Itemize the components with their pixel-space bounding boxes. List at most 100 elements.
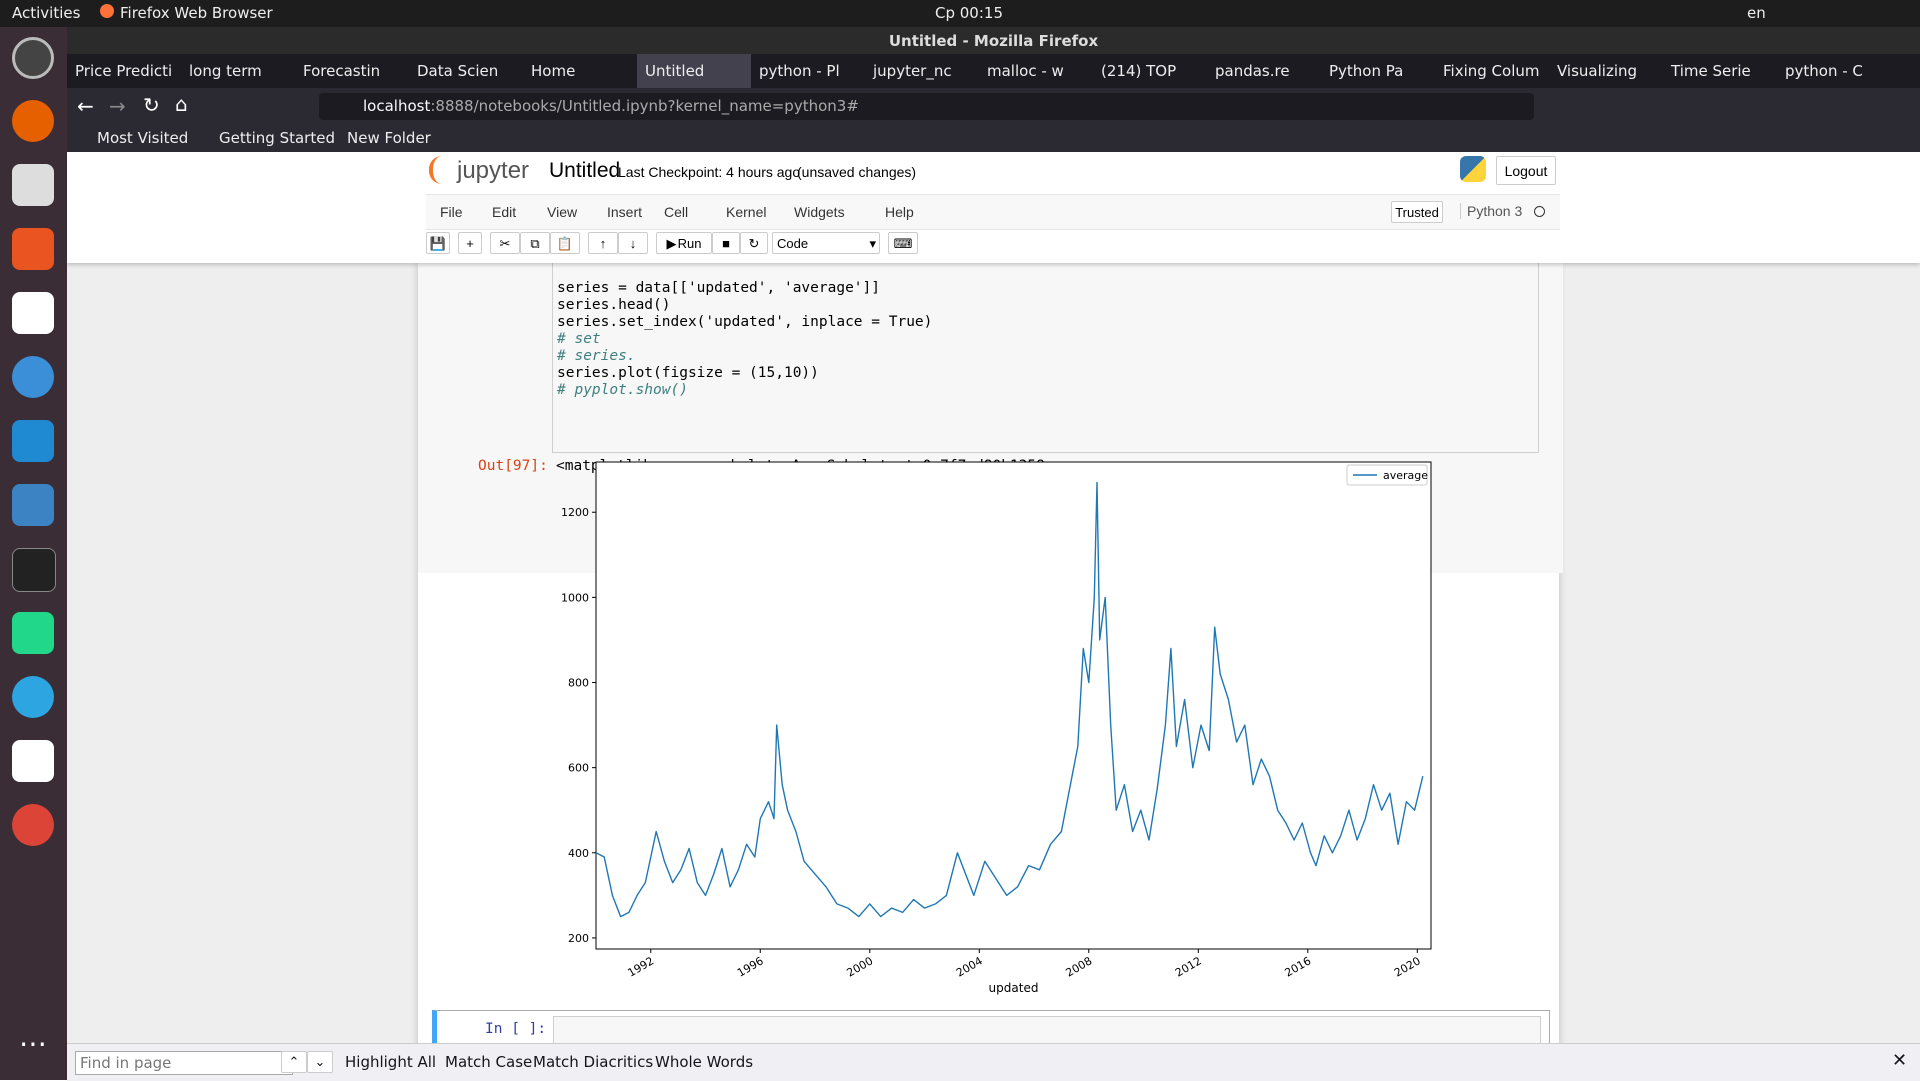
tab-strip: Price Predicti long term Forecastin Data Sc… <box>67 54 1920 88</box>
x-tick-label: 2012 <box>1173 954 1204 979</box>
tab[interactable]: (214) TOP <box>1101 62 1177 80</box>
bookmark[interactable]: New Folder <box>347 129 431 147</box>
tab[interactable]: Visualizing <box>1557 62 1638 80</box>
language[interactable]: en <box>1747 4 1766 22</box>
titlebar: Untitled - Mozilla Firefox <box>67 27 1920 54</box>
kernel-indicator <box>1534 206 1545 217</box>
tab[interactable]: python - C <box>1785 62 1863 80</box>
tab[interactable]: python - Pl <box>759 62 840 80</box>
dock-icon[interactable] <box>12 548 56 592</box>
code-line: # series. <box>557 348 636 364</box>
menu-item[interactable]: Kernel <box>726 204 767 220</box>
legend-label: average <box>1383 469 1428 482</box>
bookmark[interactable]: Getting Started <box>219 129 335 147</box>
menu-item[interactable]: View <box>547 204 578 220</box>
dock-icon[interactable] <box>12 740 54 782</box>
menu-item[interactable]: Cell <box>664 204 689 220</box>
tab[interactable]: Data Scien <box>417 62 499 80</box>
home-button[interactable]: ⌂ <box>175 92 188 116</box>
code-line: series.head() <box>557 297 671 313</box>
dock-icon[interactable] <box>12 804 54 846</box>
x-tick-label: 1996 <box>735 954 766 979</box>
menu-item[interactable]: Insert <box>607 204 643 220</box>
tab[interactable]: Fixing Colum <box>1443 62 1540 80</box>
find-input[interactable]: Find in page <box>75 1051 293 1075</box>
dock-icon[interactable] <box>12 484 54 526</box>
reload-button[interactable]: ↻ <box>143 93 160 117</box>
tab[interactable]: Untitled <box>637 54 751 88</box>
dock-icon[interactable] <box>12 164 54 206</box>
insert-button[interactable]: + <box>458 232 482 254</box>
dock-icon[interactable] <box>12 612 54 654</box>
checkpoint: Last Checkpoint: 4 hours ago <box>618 164 801 180</box>
app-menu[interactable]: Firefox Web Browser <box>120 4 273 22</box>
save-status: (unsaved changes) <box>797 164 917 180</box>
url-bar[interactable]: localhost:8888/notebooks/Untitled.ipynb?… <box>319 93 1534 120</box>
logout-button[interactable]: Logout <box>1496 156 1556 185</box>
find-next[interactable]: ⌄ <box>307 1051 333 1073</box>
tab[interactable]: pandas.re <box>1215 62 1290 80</box>
back-button[interactable]: ← <box>77 94 94 118</box>
code-input[interactable]: data.updatedseries = data[['updated', 'a… <box>552 243 1539 453</box>
tab[interactable]: Home <box>531 62 576 80</box>
forward-button[interactable]: → <box>109 94 126 118</box>
x-axis-label: updated <box>989 981 1039 995</box>
find-option[interactable]: Whole Words <box>655 1053 754 1071</box>
activities[interactable]: Activities <box>12 4 81 22</box>
bookmarks-bar: Most Visited Getting Started New Folder <box>67 125 1920 152</box>
move-up-button[interactable]: ↑ <box>588 232 618 254</box>
notebook-name[interactable]: Untitled <box>549 159 621 182</box>
menubar: File Edit View Insert Cell Kernel Widgets Help … <box>426 194 1560 230</box>
find-option[interactable]: Highlight All <box>345 1053 437 1071</box>
dock-icon[interactable] <box>12 292 54 334</box>
keyboard-button[interactable]: ⌨ <box>888 232 918 254</box>
tab[interactable]: long term <box>189 62 262 80</box>
x-tick-label: 1992 <box>626 954 657 979</box>
find-option[interactable]: Match Case <box>445 1053 533 1071</box>
nav-bar: ← → ↻ ⌂ localhost:8888/notebooks/Untitle… <box>67 88 1920 125</box>
find-prev[interactable]: ⌃ <box>281 1051 307 1073</box>
out-prompt: Out[97]: <box>478 458 548 474</box>
app-grid[interactable]: ⋯ <box>19 1027 47 1060</box>
cut-button[interactable]: ✂ <box>490 232 520 254</box>
stop-button[interactable]: ■ <box>712 232 740 254</box>
window-title: Untitled - Mozilla Firefox <box>888 32 1099 50</box>
paste-button[interactable]: 📋 <box>550 232 580 254</box>
dock-icon[interactable] <box>12 228 54 270</box>
code-line: series = data[['updated', 'average']] <box>557 280 881 296</box>
cell-type-select[interactable]: Code ▾ <box>772 232 880 254</box>
menu-item[interactable]: File <box>440 204 463 220</box>
clock[interactable]: Ср 00:15 <box>935 4 1003 22</box>
menu-item[interactable]: Widgets <box>794 204 845 220</box>
input-area[interactable] <box>553 1016 1541 1043</box>
page-content: data.updatedseries = data[['updated', 'a… <box>67 152 1920 1043</box>
dock-icon[interactable] <box>12 100 54 142</box>
bookmark[interactable]: Most Visited <box>97 129 189 147</box>
find-close[interactable]: ✕ <box>1892 1050 1908 1071</box>
tab[interactable]: Python Pa <box>1329 62 1404 80</box>
move-down-button[interactable]: ↓ <box>618 232 648 254</box>
jupyter-logo[interactable]: jupyter <box>457 157 530 184</box>
tab[interactable]: Price Predicti <box>75 62 173 80</box>
tab[interactable]: jupyter_nc <box>873 62 952 80</box>
trusted-badge[interactable]: Trusted <box>1391 201 1443 223</box>
tab[interactable]: malloc - w <box>987 62 1064 80</box>
url-host: localhost <box>363 97 431 115</box>
run-label: Run <box>677 236 702 251</box>
menu-item[interactable]: Help <box>885 204 914 220</box>
dock-icon[interactable] <box>12 37 54 79</box>
dock-icon[interactable] <box>12 420 54 462</box>
find-option[interactable]: Match Diacritics <box>533 1053 654 1071</box>
dock-icon[interactable] <box>12 356 54 398</box>
dock-icon[interactable] <box>12 676 54 718</box>
save-button[interactable]: 💾 <box>426 232 450 254</box>
tab[interactable]: Time Serie <box>1671 62 1751 80</box>
restart-button[interactable]: ↻ <box>740 232 768 254</box>
copy-button[interactable]: ⧉ <box>520 232 550 254</box>
y-tick-label: 600 <box>568 762 589 775</box>
run-button[interactable]: ▶ Run <box>656 232 712 254</box>
tab[interactable]: Forecastin <box>303 62 381 80</box>
menu-item[interactable]: Edit <box>492 204 517 220</box>
input-cell[interactable]: In [ ]: <box>432 1010 1550 1043</box>
